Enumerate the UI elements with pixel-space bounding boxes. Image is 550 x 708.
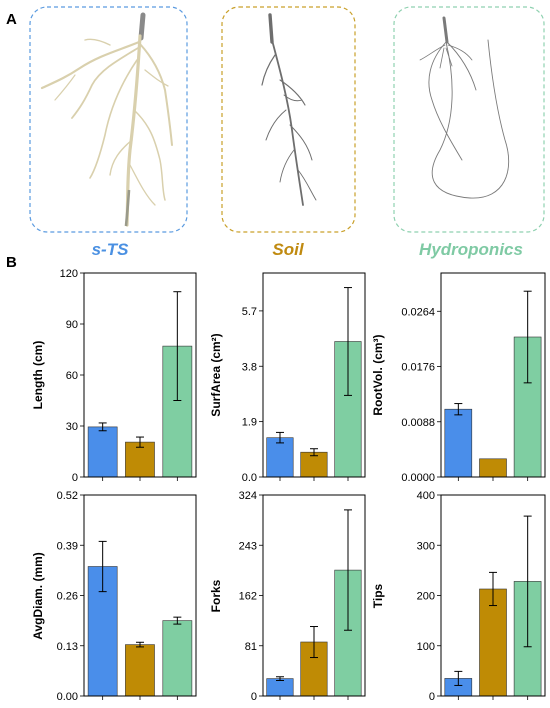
condition-label-stts: s-TS bbox=[92, 240, 130, 259]
y-tick-label: 324 bbox=[239, 490, 257, 502]
y-axis-label: Forks bbox=[209, 579, 223, 612]
y-tick-label: 30 bbox=[66, 421, 78, 433]
plot-frame bbox=[262, 272, 366, 478]
y-tick-label: 0.0 bbox=[242, 472, 257, 484]
y-axis-label: Length (cm) bbox=[31, 341, 45, 410]
chart-4: 0.00 0.13 0.26 0.39 0.52 AvgDiam. (mm) bbox=[31, 490, 197, 703]
y-tick-label: 5.7 bbox=[242, 306, 257, 318]
panel-label-a: A bbox=[6, 11, 17, 28]
root-image-stts bbox=[29, 6, 188, 233]
bar-soil bbox=[300, 451, 328, 478]
y-tick-label: 0 bbox=[72, 472, 78, 484]
chart-1: 0 30 60 90 120 Length (cm) bbox=[31, 268, 197, 484]
y-tick-label: 0.39 bbox=[57, 540, 78, 552]
y-tick-label: 0.52 bbox=[57, 490, 78, 502]
y-tick-label: 100 bbox=[417, 641, 435, 653]
bar-s-ts bbox=[266, 437, 294, 478]
y-tick-label: 162 bbox=[239, 591, 257, 603]
bar-hydroponics bbox=[162, 620, 193, 697]
bar-soil bbox=[125, 644, 155, 697]
y-tick-label: 120 bbox=[60, 268, 78, 280]
condition-label-hydroponics: Hydroponics bbox=[419, 240, 523, 259]
bar-soil bbox=[479, 588, 507, 697]
bar-charts-grid: 0 30 60 90 120 Length (cm) 0.0 1.9 3.8 5.7 SurfAre… bbox=[31, 268, 546, 703]
plot-frame bbox=[440, 272, 546, 478]
y-tick-label: 200 bbox=[417, 591, 435, 603]
y-tick-label: 0.13 bbox=[57, 641, 78, 653]
y-tick-label: 300 bbox=[417, 540, 435, 552]
y-tick-label: 0.0000 bbox=[401, 472, 435, 484]
panel-label-b: B bbox=[6, 254, 17, 271]
y-tick-label: 1.9 bbox=[242, 417, 257, 429]
chart-6: 0 100 200 300 400 Tips bbox=[371, 490, 546, 703]
y-axis-label: SurfArea (cm²) bbox=[209, 333, 223, 416]
y-tick-label: 0 bbox=[251, 691, 257, 703]
condition-label-soil: Soil bbox=[272, 240, 304, 259]
y-tick-label: 90 bbox=[66, 319, 78, 331]
chart-2: 0.0 1.9 3.8 5.7 SurfArea (cm²) bbox=[209, 272, 366, 484]
y-tick-label: 0.00 bbox=[57, 691, 78, 703]
chart-3: 0.0000 0.0088 0.0176 0.0264 RootVol. (cm³) bbox=[371, 272, 546, 484]
y-axis-label: AvgDiam. (mm) bbox=[31, 552, 45, 640]
root-image-soil bbox=[221, 6, 356, 233]
bar-s-ts bbox=[444, 408, 473, 478]
bar-s-ts bbox=[266, 678, 294, 697]
y-tick-label: 0.0176 bbox=[401, 362, 435, 374]
y-tick-label: 81 bbox=[245, 641, 257, 653]
y-tick-label: 0.26 bbox=[57, 591, 78, 603]
y-tick-label: 0 bbox=[429, 691, 435, 703]
root-image-hydroponics bbox=[393, 6, 545, 233]
chart-5: 0 81 162 243 324 Forks bbox=[209, 490, 366, 703]
bar-s-ts bbox=[87, 426, 118, 478]
bar-soil bbox=[479, 458, 507, 478]
y-tick-label: 60 bbox=[66, 370, 78, 382]
y-tick-label: 0.0088 bbox=[401, 417, 435, 429]
y-tick-label: 243 bbox=[239, 540, 257, 552]
y-axis-label: RootVol. (cm³) bbox=[371, 334, 385, 415]
y-tick-label: 400 bbox=[417, 490, 435, 502]
y-axis-label: Tips bbox=[371, 583, 385, 608]
y-tick-label: 3.8 bbox=[242, 361, 257, 373]
y-tick-label: 0.0264 bbox=[401, 306, 435, 318]
